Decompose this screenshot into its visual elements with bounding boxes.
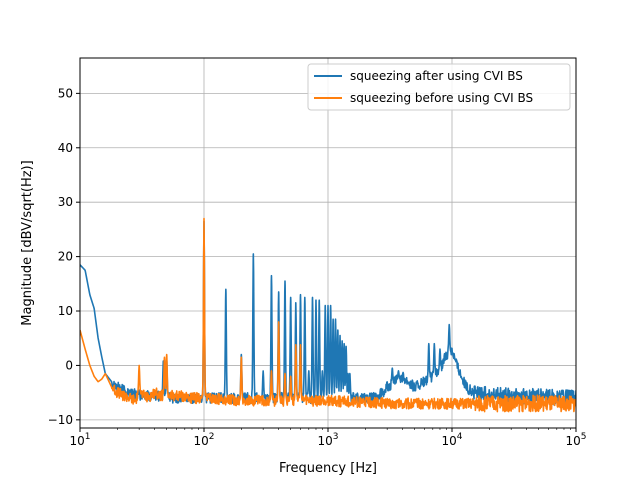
x-tick-exponent: 5 <box>581 432 587 442</box>
y-tick-label: 30 <box>58 195 73 209</box>
y-axis-ticks: −10 0 10 20 30 40 50 <box>48 86 80 427</box>
y-tick-label: −10 <box>48 413 73 427</box>
x-tick-base: 10 <box>565 434 580 448</box>
legend-box <box>307 63 571 111</box>
x-tick-base: 10 <box>317 434 332 448</box>
x-tick-label: 105 <box>565 432 586 448</box>
legend-label-before: squeezing before using CVI BS <box>350 91 533 105</box>
x-tick-base: 10 <box>193 434 208 448</box>
legend: squeezing after using CVI BS squeezing b… <box>307 63 571 111</box>
x-axis-title: Frequency [Hz] <box>279 461 377 476</box>
series-line <box>80 217 576 413</box>
legend-label-after: squeezing after using CVI BS <box>350 69 523 83</box>
x-tick-exponent: 4 <box>457 432 463 442</box>
y-tick-label: 20 <box>58 250 73 264</box>
x-tick-base: 10 <box>69 434 84 448</box>
x-tick-label: 104 <box>441 432 462 448</box>
y-tick-label: 50 <box>58 86 73 100</box>
x-axis-ticks: 101 102 103 104 105 <box>69 428 587 448</box>
y-tick-label: 40 <box>58 141 73 155</box>
y-tick-label: 10 <box>58 304 73 318</box>
x-tick-exponent: 2 <box>209 432 215 442</box>
x-tick-label: 102 <box>193 432 214 448</box>
x-tick-exponent: 1 <box>85 432 91 442</box>
x-tick-label: 103 <box>317 432 338 448</box>
y-axis-title: Magnitude [dBV/sqrt(Hz)] <box>20 160 35 325</box>
y-tick-label: 0 <box>65 358 73 372</box>
x-tick-label: 101 <box>69 432 90 448</box>
series-line <box>80 220 576 407</box>
series-layer <box>80 217 576 413</box>
x-tick-exponent: 3 <box>333 432 339 442</box>
x-tick-base: 10 <box>441 434 456 448</box>
